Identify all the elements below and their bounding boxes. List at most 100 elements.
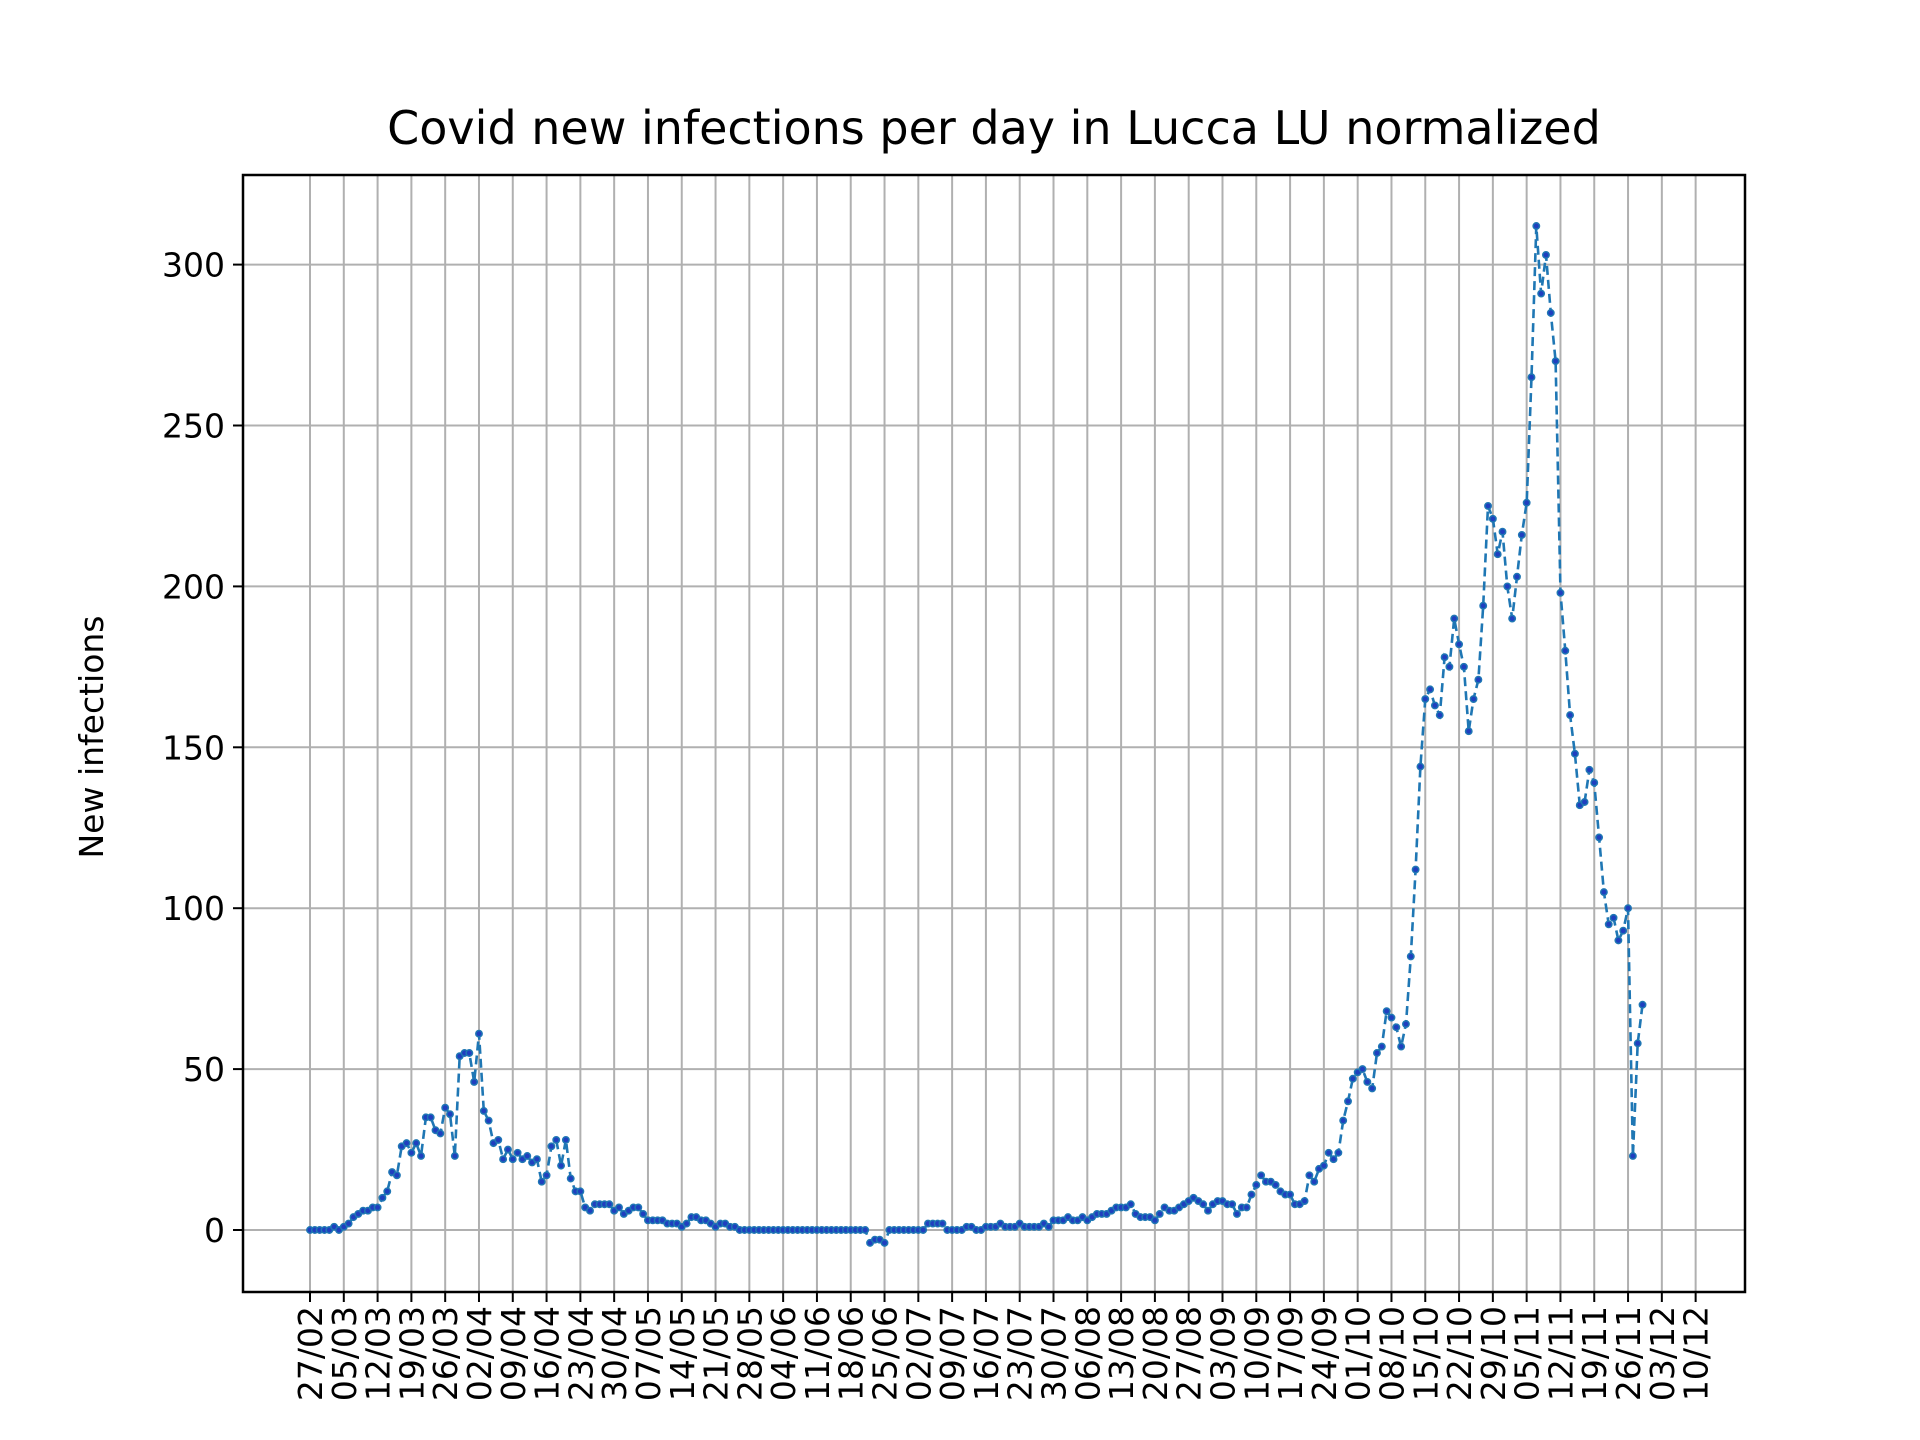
data-point (537, 1177, 546, 1186)
data-point (1319, 1161, 1328, 1170)
x-tick-label: 26/03 (426, 1306, 465, 1401)
x-tick-label: 13/08 (1102, 1306, 1141, 1401)
x-tick-label: 11/06 (798, 1306, 837, 1401)
x-tick-label: 19/11 (1575, 1306, 1614, 1401)
data-point (1450, 614, 1459, 623)
data-point (1300, 1197, 1309, 1205)
x-tick-label: 15/10 (1406, 1306, 1445, 1401)
data-point (1339, 1116, 1348, 1125)
data-point (392, 1171, 401, 1180)
x-tick-label: 27/02 (291, 1306, 330, 1401)
data-point (383, 1187, 392, 1196)
y-tick-label: 200 (162, 567, 225, 606)
data-point (1411, 865, 1420, 874)
data-point (1044, 1222, 1053, 1231)
data-point (1406, 952, 1415, 961)
data-point (1435, 711, 1444, 720)
x-tick-label: 09/04 (494, 1306, 533, 1401)
data-point (639, 1209, 648, 1218)
data-point (1561, 646, 1570, 655)
data-point (1624, 904, 1632, 913)
x-tick-label: 21/05 (697, 1306, 736, 1401)
data-point (938, 1219, 947, 1228)
x-tick-label: 18/06 (832, 1306, 871, 1401)
data-point (1638, 1000, 1647, 1009)
data-point (1580, 798, 1589, 806)
data-point (1566, 711, 1575, 720)
data-point (1633, 1039, 1642, 1048)
data-point (503, 1145, 512, 1154)
y-tick-label: 250 (162, 407, 225, 446)
x-tick-label: 12/11 (1541, 1306, 1580, 1401)
data-point (1305, 1171, 1314, 1180)
data-point (441, 1103, 450, 1112)
y-tick-label: 0 (204, 1211, 225, 1250)
data-point (1242, 1203, 1251, 1212)
data-point (605, 1200, 614, 1209)
data-point (1402, 1020, 1410, 1028)
x-tick-label: 19/03 (392, 1306, 431, 1401)
x-tick-label: 17/09 (1271, 1306, 1310, 1401)
x-tick-label: 02/04 (460, 1306, 499, 1401)
x-tick-label: 24/09 (1305, 1306, 1344, 1401)
data-point (450, 1152, 459, 1160)
data-point (1599, 888, 1608, 897)
data-point (586, 1206, 594, 1215)
data-point (542, 1171, 551, 1180)
data-point (552, 1135, 561, 1144)
data-point (1199, 1200, 1208, 1209)
data-point (1595, 833, 1604, 842)
data-point (1286, 1190, 1295, 1199)
data-point (1498, 527, 1507, 536)
x-tick-label: 23/07 (1001, 1306, 1040, 1401)
x-tick-label: 30/07 (1035, 1306, 1074, 1401)
data-point (1150, 1216, 1159, 1225)
data-point (1542, 250, 1550, 259)
data-point (1469, 695, 1478, 703)
data-point (484, 1116, 493, 1125)
data-point (470, 1078, 479, 1086)
data-point (1570, 749, 1579, 758)
data-point (1479, 601, 1488, 610)
data-point (1614, 936, 1623, 945)
data-point (1324, 1148, 1333, 1157)
y-tick-label: 150 (162, 728, 225, 767)
data-point (615, 1203, 623, 1212)
data-point (1247, 1190, 1256, 1199)
data-point (1493, 550, 1502, 559)
x-tick-label: 29/10 (1474, 1306, 1513, 1401)
data-point (1551, 357, 1560, 366)
x-tick-label: 09/07 (933, 1306, 972, 1401)
data-point (1416, 762, 1425, 771)
data-point (1430, 701, 1439, 710)
y-tick-label: 50 (183, 1050, 225, 1089)
x-tick-label: 16/07 (967, 1306, 1006, 1401)
data-point (1619, 926, 1628, 935)
x-tick-label: 30/04 (595, 1306, 634, 1401)
data-point (1556, 588, 1565, 597)
data-point (1459, 662, 1468, 671)
data-point (1377, 1042, 1386, 1051)
data-point (446, 1110, 454, 1119)
chart-title: Covid new infections per day in Lucca LU… (387, 101, 1601, 155)
data-point (1271, 1180, 1280, 1189)
x-tick-label: 04/06 (764, 1306, 803, 1401)
x-tick-label: 22/10 (1440, 1306, 1479, 1401)
y-axis-label: New infections (72, 615, 111, 858)
data-point (1257, 1171, 1266, 1180)
data-point (1517, 530, 1526, 539)
data-point (1503, 582, 1512, 591)
x-tick-label: 23/04 (561, 1306, 600, 1401)
x-tick-label: 16/04 (528, 1306, 567, 1401)
x-tick-label: 07/05 (629, 1306, 668, 1401)
x-tick-label: 03/09 (1203, 1306, 1242, 1401)
data-point (576, 1187, 585, 1196)
x-axis: 27/0205/0312/0319/0326/0302/0409/0416/04… (291, 1292, 1716, 1401)
data-point (1329, 1155, 1338, 1164)
data-point (861, 1226, 870, 1234)
data-point (1228, 1200, 1237, 1209)
data-point (1532, 222, 1541, 230)
horizontal-gridlines (243, 263, 1745, 1231)
